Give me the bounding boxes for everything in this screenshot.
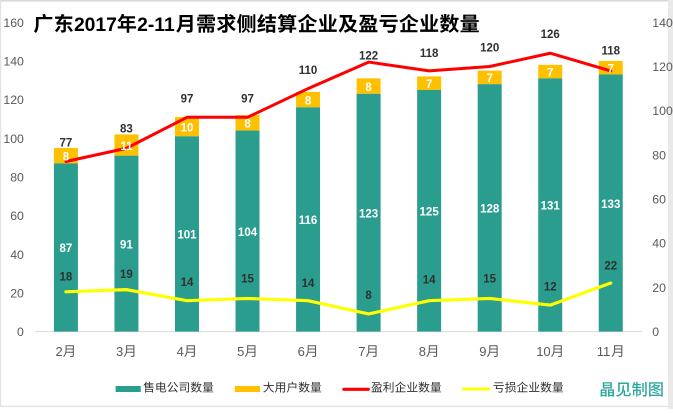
svg-text:91: 91	[120, 239, 133, 251]
svg-text:14: 14	[423, 275, 436, 287]
svg-text:7: 7	[608, 63, 614, 75]
svg-text:2-11: 2-11	[137, 15, 175, 36]
svg-text:7: 7	[358, 344, 365, 359]
svg-text:19: 19	[120, 269, 133, 281]
svg-text:100: 100	[3, 132, 24, 146]
svg-text:160: 160	[3, 16, 24, 30]
svg-text:14: 14	[181, 277, 194, 289]
svg-text:2017: 2017	[74, 15, 117, 36]
svg-text:122: 122	[359, 51, 378, 63]
svg-text:133: 133	[601, 199, 620, 211]
svg-text:18: 18	[60, 271, 73, 283]
svg-text:128: 128	[480, 204, 500, 216]
svg-text:120: 120	[3, 93, 24, 107]
svg-text:22: 22	[604, 260, 617, 272]
svg-text:120: 120	[480, 43, 499, 55]
svg-text:2: 2	[55, 344, 62, 359]
svg-text:0: 0	[652, 325, 659, 339]
svg-text:5: 5	[237, 344, 244, 359]
svg-text:110: 110	[299, 65, 318, 77]
svg-text:131: 131	[541, 201, 561, 213]
svg-text:97: 97	[241, 94, 254, 106]
svg-text:20: 20	[10, 286, 24, 300]
svg-text:0: 0	[17, 325, 24, 339]
svg-text:118: 118	[601, 46, 620, 58]
svg-text:7: 7	[426, 79, 432, 91]
svg-text:8: 8	[63, 151, 70, 163]
svg-text:80: 80	[10, 170, 24, 184]
svg-text:97: 97	[181, 94, 194, 106]
svg-text:120: 120	[652, 60, 673, 74]
svg-text:104: 104	[238, 227, 258, 239]
svg-text:126: 126	[541, 29, 560, 41]
svg-text:10: 10	[536, 344, 550, 359]
svg-text:116: 116	[299, 215, 318, 227]
svg-text:12: 12	[544, 282, 557, 294]
svg-text:20: 20	[652, 281, 666, 295]
svg-text:10: 10	[181, 122, 194, 134]
svg-text:140: 140	[652, 16, 673, 30]
svg-text:40: 40	[10, 248, 24, 262]
svg-text:3: 3	[116, 344, 123, 359]
svg-text:11: 11	[120, 141, 133, 153]
svg-text:87: 87	[60, 243, 73, 255]
svg-text:15: 15	[241, 274, 254, 286]
svg-text:7: 7	[486, 73, 492, 85]
svg-text:123: 123	[359, 208, 378, 220]
svg-text:8: 8	[365, 82, 372, 94]
svg-text:100: 100	[652, 104, 673, 118]
svg-text:8: 8	[365, 290, 372, 302]
svg-text:60: 60	[10, 209, 24, 223]
svg-text:14: 14	[302, 278, 315, 290]
svg-text:8: 8	[244, 119, 251, 131]
svg-text:125: 125	[420, 206, 440, 218]
svg-text:11: 11	[597, 344, 611, 359]
svg-text:80: 80	[652, 148, 666, 162]
svg-text:77: 77	[60, 137, 73, 149]
svg-text:8: 8	[305, 95, 312, 107]
svg-text:7: 7	[547, 67, 553, 79]
svg-text:4: 4	[177, 344, 184, 359]
svg-text:140: 140	[3, 54, 24, 68]
svg-text:40: 40	[652, 237, 666, 251]
svg-text:6: 6	[298, 344, 305, 359]
svg-text:118: 118	[420, 48, 439, 60]
svg-text:83: 83	[120, 123, 133, 135]
svg-text:101: 101	[177, 230, 197, 242]
svg-text:9: 9	[479, 344, 486, 359]
svg-text:8: 8	[419, 344, 426, 359]
svg-text:15: 15	[483, 274, 496, 286]
svg-text:60: 60	[652, 193, 666, 207]
